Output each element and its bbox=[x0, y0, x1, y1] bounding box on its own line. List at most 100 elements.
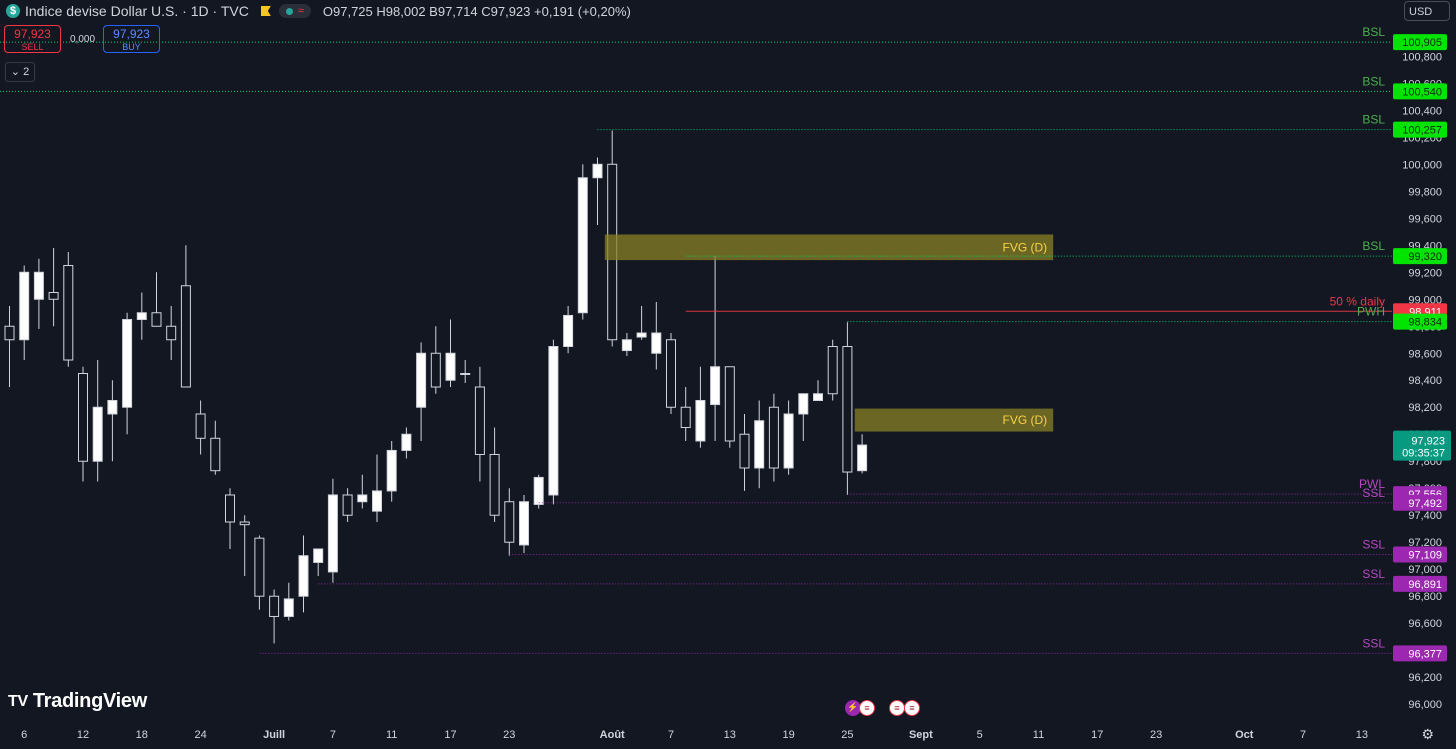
candle-body bbox=[519, 501, 529, 546]
level-label: BSL bbox=[1362, 74, 1385, 88]
x-tick-label: 24 bbox=[194, 729, 206, 741]
candle-body bbox=[401, 433, 412, 451]
candle-body bbox=[651, 332, 662, 354]
buy-button[interactable]: 97,923 BUY bbox=[103, 25, 160, 53]
x-tick-label: 23 bbox=[1150, 729, 1162, 741]
price-tag-bg bbox=[1393, 645, 1447, 662]
buy-price: 97,923 bbox=[113, 27, 150, 41]
price-tag-bg bbox=[1393, 494, 1447, 511]
us-flag-event-icon[interactable]: ≡ bbox=[859, 700, 875, 716]
price-tag-bg bbox=[1393, 575, 1447, 592]
x-tick-label: Sept bbox=[909, 729, 933, 741]
price-tag-bg bbox=[1393, 34, 1447, 51]
fvg-label: FVG (D) bbox=[1003, 240, 1048, 254]
change-value: +0,191 (+0,20%) bbox=[534, 3, 631, 19]
last-price-tag-bg bbox=[1393, 430, 1451, 461]
y-tick-label: 99,600 bbox=[1408, 213, 1442, 225]
countdown: 09:35:37 bbox=[1402, 448, 1445, 460]
x-tick-label: 23 bbox=[503, 729, 515, 741]
y-tick-label: 100,800 bbox=[1402, 51, 1442, 63]
candle-body bbox=[695, 399, 706, 442]
y-tick-label: 100,400 bbox=[1402, 105, 1442, 117]
price-tag: 100,540 bbox=[1402, 86, 1442, 98]
price-tag-bg bbox=[1393, 248, 1447, 265]
settings-gear-icon[interactable]: ⚙ bbox=[1421, 726, 1434, 742]
candle-body bbox=[474, 386, 485, 455]
price-tag: 97,109 bbox=[1408, 550, 1442, 562]
candle-body bbox=[107, 399, 118, 415]
low-value: 97,714 bbox=[437, 3, 478, 19]
price-tag-bg bbox=[1393, 83, 1447, 100]
candle-body bbox=[504, 501, 515, 543]
currency-selector[interactable]: USD bbox=[1404, 1, 1450, 21]
ohlc-readout: O97,725 H98,002 B97,714 C97,923 +0,191 (… bbox=[322, 3, 631, 19]
indicators-toggle-button[interactable]: ⌄ 2 bbox=[5, 62, 35, 82]
us-flag-event-icon[interactable]: ≡ bbox=[889, 700, 905, 716]
buy-label: BUY bbox=[122, 42, 141, 52]
candle-body bbox=[254, 537, 265, 597]
y-tick-label: 98,200 bbox=[1408, 402, 1442, 414]
candle-body bbox=[122, 319, 133, 408]
x-tick-label: 11 bbox=[1033, 729, 1044, 741]
candle-body bbox=[372, 490, 382, 512]
y-tick-label: 96,200 bbox=[1408, 672, 1442, 684]
sell-button[interactable]: 97,923 SELL bbox=[4, 25, 61, 53]
candle-body bbox=[739, 433, 750, 469]
x-tick-label: 17 bbox=[444, 729, 456, 741]
market-status-pill[interactable]: ≈ bbox=[278, 4, 311, 18]
x-tick-label: 12 bbox=[77, 729, 89, 741]
candle-body bbox=[4, 325, 15, 341]
y-tick-label: 97,400 bbox=[1408, 510, 1442, 522]
close-value: 97,923 bbox=[490, 3, 531, 19]
y-tick-label: 98,600 bbox=[1408, 348, 1442, 360]
brand-name: TradingView bbox=[32, 690, 148, 712]
candle-body bbox=[342, 494, 353, 516]
x-tick-label: 7 bbox=[330, 729, 336, 741]
x-tick-label: 7 bbox=[668, 729, 674, 741]
level-label: SSL bbox=[1362, 636, 1385, 650]
candle-body bbox=[577, 177, 588, 314]
flag-icon[interactable] bbox=[260, 6, 271, 16]
indicators-count: 2 bbox=[23, 66, 30, 78]
x-tick-label: 5 bbox=[977, 729, 983, 741]
candle-body bbox=[298, 555, 309, 597]
level-label: BSL bbox=[1362, 25, 1385, 39]
level-label: PWH bbox=[1357, 305, 1385, 319]
x-tick-label: 18 bbox=[136, 729, 148, 741]
price-tag: 100,905 bbox=[1402, 37, 1442, 49]
candle-body bbox=[416, 352, 427, 408]
high-value: 98,002 bbox=[385, 3, 426, 19]
x-tick-label: Août bbox=[600, 729, 625, 741]
candle-body bbox=[136, 312, 147, 321]
market-open-dot-icon bbox=[285, 7, 293, 15]
price-tag-bg bbox=[1393, 121, 1447, 138]
us-flag-event-icon[interactable]: ≡ bbox=[904, 700, 920, 716]
price-tag: 97,492 bbox=[1408, 498, 1442, 510]
y-tick-label: 96,600 bbox=[1408, 618, 1442, 630]
x-tick-label: 6 bbox=[21, 729, 27, 741]
candle-body bbox=[92, 406, 103, 462]
candle-body bbox=[548, 346, 559, 496]
dividend-event-icon[interactable]: ⚡ bbox=[845, 700, 861, 716]
candle-body bbox=[710, 366, 721, 406]
x-tick-label: 25 bbox=[841, 729, 853, 741]
y-tick-label: 97,200 bbox=[1408, 537, 1442, 549]
candle-body bbox=[460, 372, 471, 375]
price-tag: 96,377 bbox=[1408, 648, 1442, 660]
symbol-title[interactable]: Indice devise Dollar U.S. · 1D · TVC bbox=[25, 3, 249, 19]
candle-body bbox=[430, 352, 441, 388]
price-tag: 100,257 bbox=[1402, 125, 1442, 137]
chevron-down-icon: ⌄ bbox=[10, 66, 21, 78]
candle-body bbox=[680, 406, 691, 428]
candle-body bbox=[269, 595, 280, 617]
candle-body bbox=[166, 325, 177, 341]
level-label: PWL bbox=[1359, 477, 1385, 491]
candle-body bbox=[857, 444, 868, 472]
candle-body bbox=[63, 265, 74, 361]
candle-body bbox=[195, 413, 206, 439]
tradingview-logo[interactable]: TV TradingView bbox=[8, 690, 147, 713]
y-tick-label: 98,400 bbox=[1408, 375, 1442, 387]
y-tick-label: 99,800 bbox=[1408, 186, 1442, 198]
fvg-zone bbox=[854, 408, 1054, 432]
